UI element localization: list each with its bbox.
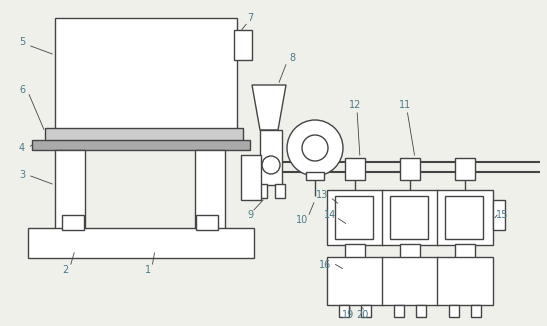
Bar — [471, 305, 481, 317]
Bar — [241, 155, 261, 200]
Text: 10: 10 — [296, 215, 308, 225]
Bar — [382, 257, 438, 305]
Bar — [445, 196, 483, 239]
Bar — [335, 196, 373, 239]
Bar — [195, 150, 225, 230]
Text: 12: 12 — [349, 100, 361, 110]
Circle shape — [302, 135, 328, 161]
Bar — [28, 228, 254, 258]
Text: 19: 19 — [342, 310, 354, 320]
Bar — [382, 190, 438, 245]
Text: 9: 9 — [247, 210, 253, 220]
Bar — [390, 196, 428, 239]
Bar — [455, 244, 475, 258]
Text: 15: 15 — [496, 210, 508, 220]
Bar — [327, 190, 383, 245]
Bar — [275, 184, 285, 198]
Text: 3: 3 — [19, 170, 25, 180]
Bar — [400, 158, 420, 180]
Polygon shape — [252, 85, 286, 130]
Text: 4: 4 — [19, 143, 25, 153]
Circle shape — [287, 120, 343, 176]
Bar — [345, 244, 365, 258]
Bar — [196, 215, 218, 230]
Bar — [339, 305, 349, 317]
Bar — [55, 150, 85, 230]
Bar — [438, 200, 450, 230]
Bar — [455, 158, 475, 180]
Bar — [260, 130, 282, 185]
Bar — [345, 158, 365, 180]
Text: 11: 11 — [399, 100, 411, 110]
Text: 1: 1 — [145, 265, 151, 275]
Text: 5: 5 — [19, 37, 25, 47]
Bar — [32, 140, 250, 150]
Text: 2: 2 — [62, 265, 68, 275]
Bar — [416, 305, 426, 317]
Bar — [383, 200, 395, 230]
Text: 16: 16 — [319, 260, 331, 270]
Bar — [437, 257, 493, 305]
Bar — [45, 128, 243, 142]
Text: 6: 6 — [19, 85, 25, 95]
Text: 7: 7 — [247, 13, 253, 23]
Bar — [234, 30, 252, 60]
Text: 13: 13 — [316, 190, 328, 200]
Bar — [493, 200, 505, 230]
Text: 14: 14 — [324, 210, 336, 220]
Bar — [437, 190, 493, 245]
Circle shape — [262, 156, 280, 174]
Bar — [55, 18, 237, 130]
Bar — [62, 215, 84, 230]
Bar — [449, 305, 459, 317]
Bar — [257, 184, 267, 198]
Bar — [394, 305, 404, 317]
Bar — [400, 244, 420, 258]
Bar — [327, 257, 383, 305]
Text: 8: 8 — [289, 53, 295, 63]
Bar — [306, 172, 324, 180]
Bar — [361, 305, 371, 317]
Text: 20: 20 — [356, 310, 368, 320]
